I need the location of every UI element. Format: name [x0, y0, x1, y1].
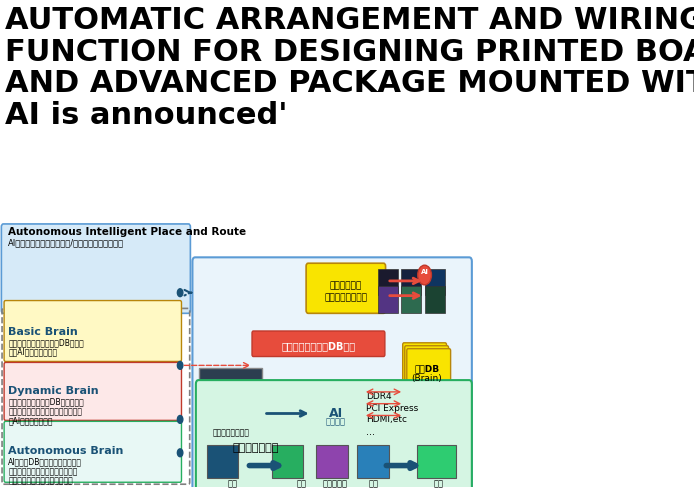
Text: 出力: 出力 — [433, 479, 443, 489]
Text: 入力: 入力 — [228, 479, 238, 489]
FancyBboxPatch shape — [401, 269, 421, 295]
Text: FUNCTION FOR DESIGNING PRINTED BOARD: FUNCTION FOR DESIGNING PRINTED BOARD — [6, 38, 694, 67]
Text: AUTOMATIC ARRANGEMENT AND WIRING: AUTOMATIC ARRANGEMENT AND WIRING — [6, 6, 694, 35]
Text: HDMI,etc: HDMI,etc — [366, 416, 407, 424]
Circle shape — [178, 362, 183, 369]
Circle shape — [178, 289, 183, 296]
FancyBboxPatch shape — [407, 349, 450, 402]
FancyBboxPatch shape — [417, 445, 456, 478]
Text: 設計の特性毎に特徴DBを作成し、: 設計の特性毎に特徴DBを作成し、 — [8, 398, 84, 407]
Text: 配線設計を繰り返し実行し、設計: 配線設計を繰り返し実行し、設計 — [8, 467, 78, 476]
Text: 特徴DB: 特徴DB — [414, 365, 439, 373]
FancyBboxPatch shape — [4, 363, 182, 420]
Text: 模倣配置配線: 模倣配置配線 — [330, 281, 362, 290]
Text: 配線プラン: 配線プラン — [323, 479, 348, 489]
FancyBboxPatch shape — [196, 380, 472, 490]
FancyBboxPatch shape — [425, 286, 445, 313]
Text: Autonomous Intelligent Place and Route: Autonomous Intelligent Place and Route — [8, 227, 246, 237]
Text: を最適化する自律的な自動設計: を最適化する自律的な自動設計 — [8, 476, 73, 486]
Circle shape — [178, 416, 183, 423]
Text: 自律的自動設計: 自律的自動設計 — [233, 443, 279, 453]
FancyBboxPatch shape — [425, 269, 445, 295]
Text: 過去の設計データ: 過去の設計データ — [212, 428, 249, 437]
FancyBboxPatch shape — [252, 331, 385, 357]
Text: AIが特徴DBを元に戦略的に配置: AIが特徴DBを元に戦略的に配置 — [8, 458, 82, 466]
FancyBboxPatch shape — [403, 343, 446, 396]
Text: 設計データを学習させることができ: 設計データを学習させることができ — [8, 408, 82, 416]
Text: 配置: 配置 — [296, 479, 306, 489]
FancyBboxPatch shape — [4, 421, 182, 482]
Text: るAI自動配置・配線: るAI自動配置・配線 — [8, 416, 53, 425]
Text: Basic Brain: Basic Brain — [8, 327, 78, 337]
Text: AI技術を活用した自動配置/配線プラットフォーム: AI技術を活用した自動配置/配線プラットフォーム — [8, 239, 124, 247]
FancyBboxPatch shape — [306, 263, 386, 313]
Text: Dynamic Brain: Dynamic Brain — [8, 386, 99, 396]
Text: 終端配線候補生成: 終端配線候補生成 — [324, 294, 367, 303]
Text: AI: AI — [328, 407, 343, 419]
FancyBboxPatch shape — [199, 368, 262, 468]
Text: (Brain): (Brain) — [412, 374, 442, 383]
Text: ...: ... — [366, 427, 375, 437]
FancyBboxPatch shape — [357, 445, 389, 478]
Text: AI is announced': AI is announced' — [6, 100, 288, 130]
Text: 配線: 配線 — [369, 479, 378, 489]
Circle shape — [316, 386, 355, 441]
FancyBboxPatch shape — [405, 346, 448, 399]
FancyBboxPatch shape — [207, 445, 238, 478]
Text: したAI自動配置・配線: したAI自動配置・配線 — [8, 348, 58, 357]
Circle shape — [418, 265, 432, 285]
Text: 図研による学習済み特徴DBを利用: 図研による学習済み特徴DBを利用 — [8, 338, 84, 347]
Text: DDR4: DDR4 — [366, 392, 392, 401]
FancyBboxPatch shape — [1, 224, 190, 313]
Text: Autonomous Brain: Autonomous Brain — [8, 446, 124, 456]
FancyBboxPatch shape — [192, 257, 472, 490]
FancyBboxPatch shape — [378, 286, 398, 313]
Text: PCI Express: PCI Express — [366, 404, 418, 413]
FancyBboxPatch shape — [378, 269, 398, 295]
FancyBboxPatch shape — [272, 445, 303, 478]
Text: AND ADVANCED PACKAGE MOUNTED WITH: AND ADVANCED PACKAGE MOUNTED WITH — [6, 69, 694, 98]
Text: エンジン: エンジン — [325, 417, 346, 426]
Text: 設計特性毎の特徴DB学習: 設計特性毎の特徴DB学習 — [281, 341, 355, 351]
Circle shape — [178, 449, 183, 457]
Text: AI: AI — [421, 269, 428, 275]
FancyBboxPatch shape — [316, 445, 348, 478]
FancyBboxPatch shape — [401, 286, 421, 313]
FancyBboxPatch shape — [4, 300, 182, 362]
